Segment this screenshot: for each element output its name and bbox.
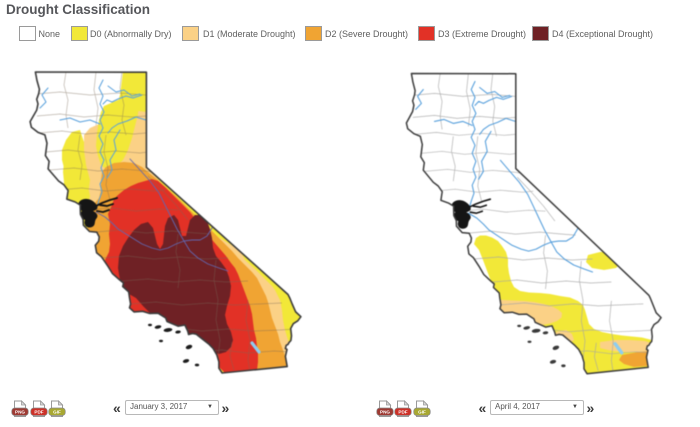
svg-text:PDF: PDF [398,410,407,415]
svg-text:PNG: PNG [15,410,25,415]
svg-text:GIF: GIF [53,410,61,415]
svg-text:PNG: PNG [380,410,390,415]
svg-text:GIF: GIF [418,410,426,415]
svg-text:PDF: PDF [34,410,43,415]
